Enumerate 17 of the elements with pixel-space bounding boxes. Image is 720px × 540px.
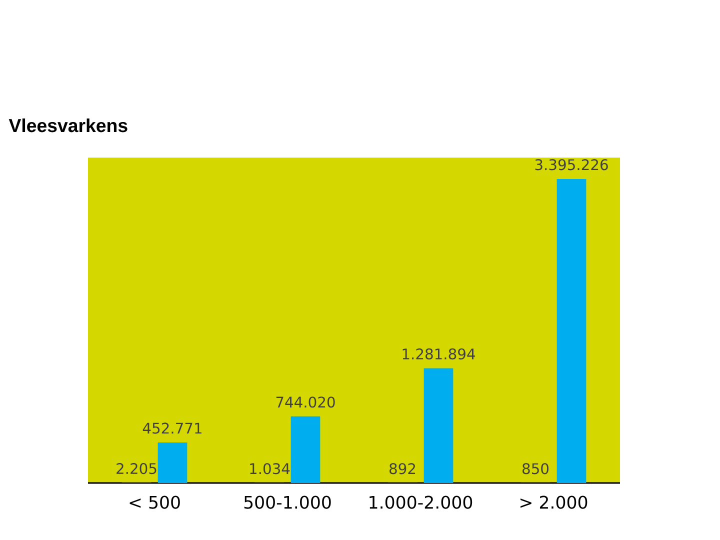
- chart-title: Vleesvarkens: [8, 118, 128, 132]
- data-label: 892: [390, 463, 416, 474]
- bar: [290, 416, 320, 483]
- x-tick-label: 500-1.000: [244, 496, 331, 509]
- data-label: 2.205: [116, 463, 156, 474]
- bar: [158, 442, 188, 483]
- x-tick-label: 1.000-2.000: [370, 496, 472, 509]
- data-label: 744.020: [276, 396, 335, 408]
- bar: [424, 368, 454, 483]
- x-tick-label: > 2.000: [520, 496, 588, 509]
- data-label: 1.281.894: [402, 348, 475, 360]
- data-label: 850: [522, 463, 549, 474]
- data-label: 1.034: [250, 463, 290, 474]
- x-tick-label: < 500: [130, 496, 180, 509]
- data-label: 3.395.226: [535, 159, 608, 170]
- data-label: 452.771: [142, 422, 202, 434]
- bar: [556, 178, 586, 483]
